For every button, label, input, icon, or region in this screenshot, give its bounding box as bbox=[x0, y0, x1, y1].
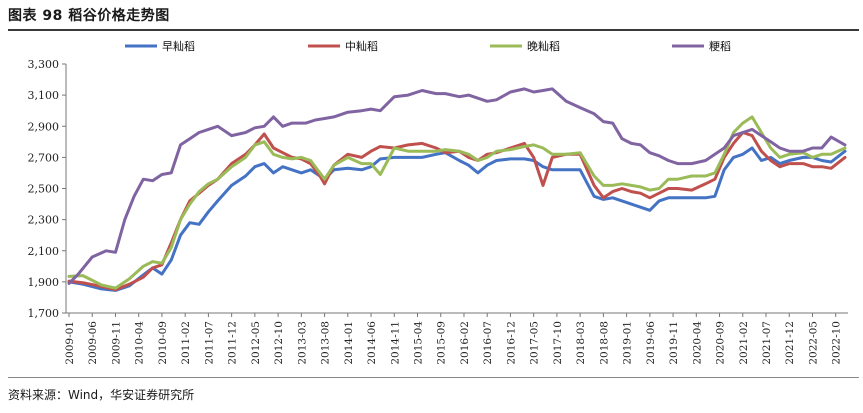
y-tick-label: 2,900 bbox=[28, 120, 60, 133]
series-line-晚籼稻 bbox=[67, 115, 847, 290]
x-tick-label: 2021-12 bbox=[784, 321, 796, 365]
x-tick-label: 2018-03 bbox=[575, 321, 587, 365]
x-axis: 2009-01 2009-06 2009-11 2010-04 2010-09 2011-… bbox=[64, 312, 848, 365]
x-tick-label: 2014-06 bbox=[366, 321, 378, 365]
y-tick-label: 2,700 bbox=[28, 151, 60, 164]
y-tick-label: 3,300 bbox=[28, 58, 60, 71]
legend-label: 中籼稻 bbox=[345, 40, 378, 53]
x-tick-label: 2009-01 bbox=[64, 321, 76, 365]
x-tick-label: 2016-07 bbox=[482, 321, 494, 365]
x-tick-label: 2009-06 bbox=[87, 321, 99, 365]
x-tick-label: 2019-06 bbox=[645, 321, 657, 365]
x-tick-label: 2013-03 bbox=[296, 321, 308, 365]
x-tick-label: 2017-10 bbox=[552, 321, 564, 365]
legend-label: 粳稻 bbox=[709, 39, 731, 53]
legend-label: 晚籼稻 bbox=[527, 40, 560, 53]
x-tick-label: 2019-01 bbox=[622, 321, 634, 365]
x-tick-label: 2011-02 bbox=[180, 321, 192, 365]
x-tick-label: 2021-02 bbox=[738, 321, 750, 365]
x-tick-label: 2015-04 bbox=[413, 321, 425, 365]
x-tick-label: 2017-05 bbox=[529, 321, 541, 365]
series-lines bbox=[67, 87, 847, 292]
series-line-粳稻 bbox=[67, 87, 847, 285]
x-tick-label: 2011-12 bbox=[227, 321, 239, 365]
x-tick-label: 2019-11 bbox=[668, 321, 680, 365]
x-tick-label: 2016-02 bbox=[459, 321, 471, 365]
y-tick-label: 2,300 bbox=[28, 214, 60, 227]
x-tick-label: 2013-08 bbox=[320, 321, 332, 365]
x-tick-label: 2010-09 bbox=[157, 321, 169, 365]
title-rule bbox=[8, 29, 859, 31]
chart-legend: 早籼稻 中籼稻 晚籼稻 粳稻 bbox=[125, 39, 731, 53]
y-tick-label: 1,900 bbox=[28, 276, 60, 289]
x-tick-label: 2022-10 bbox=[831, 321, 843, 365]
y-tick-label: 2,500 bbox=[28, 183, 60, 196]
x-tick-label: 2014-01 bbox=[343, 321, 355, 365]
x-tick-label: 2020-09 bbox=[715, 321, 727, 365]
x-tick-label: 2020-04 bbox=[691, 321, 703, 365]
x-tick-label: 2011-07 bbox=[203, 321, 215, 365]
x-tick-label: 2021-07 bbox=[761, 321, 773, 365]
x-tick-label: 2014-11 bbox=[389, 321, 401, 365]
y-tick-label: 3,100 bbox=[28, 89, 60, 102]
x-tick-label: 2012-05 bbox=[250, 321, 262, 365]
source-rule bbox=[8, 377, 859, 378]
series-line-早籼稻 bbox=[67, 146, 847, 292]
y-tick-label: 2,100 bbox=[28, 245, 60, 258]
y-axis: 1,700 1,900 2,100 2,300 2,500 2,700 2,900 3,100… bbox=[28, 58, 67, 320]
x-tick-label: 2009-11 bbox=[110, 321, 122, 365]
x-tick-label: 2022-05 bbox=[807, 321, 819, 365]
figure-title: 图表 98 稻谷价格走势图 bbox=[8, 8, 170, 24]
source-note: 资料来源：Wind，华安证券研究所 bbox=[8, 388, 195, 402]
x-tick-label: 2015-09 bbox=[436, 321, 448, 365]
y-tick-label: 1,700 bbox=[28, 307, 60, 320]
x-tick-label: 2010-04 bbox=[134, 321, 146, 365]
x-tick-label: 2016-12 bbox=[505, 321, 517, 365]
legend-label: 早籼稻 bbox=[162, 40, 195, 53]
x-tick-label: 2012-10 bbox=[273, 321, 285, 365]
x-tick-label: 2018-08 bbox=[598, 321, 610, 365]
